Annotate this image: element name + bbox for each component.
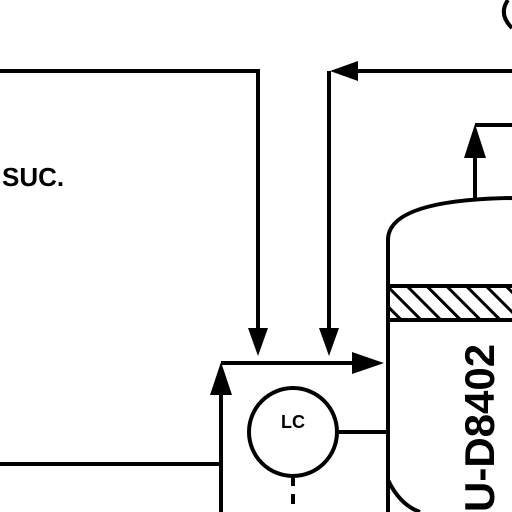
partial-instrument-circle bbox=[501, 0, 512, 30]
arrow-right-inlet bbox=[352, 352, 384, 374]
suction-label: SUC. bbox=[2, 162, 64, 192]
arrow-up-feed bbox=[210, 362, 232, 395]
arrow-down-left bbox=[248, 328, 268, 356]
level-controller-tag: LC bbox=[281, 412, 305, 432]
arrow-down-right bbox=[319, 328, 339, 356]
arrow-left bbox=[330, 61, 358, 81]
vessel-packing-bed bbox=[388, 286, 512, 320]
vessel-inner-line bbox=[386, 479, 421, 512]
vessel-body[interactable] bbox=[386, 196, 512, 512]
level-controller-circle[interactable] bbox=[247, 386, 339, 478]
vessel-tag: U-D8402 bbox=[456, 344, 503, 512]
process-line-left bbox=[0, 69, 260, 330]
arrow-up-vapor bbox=[464, 124, 486, 158]
